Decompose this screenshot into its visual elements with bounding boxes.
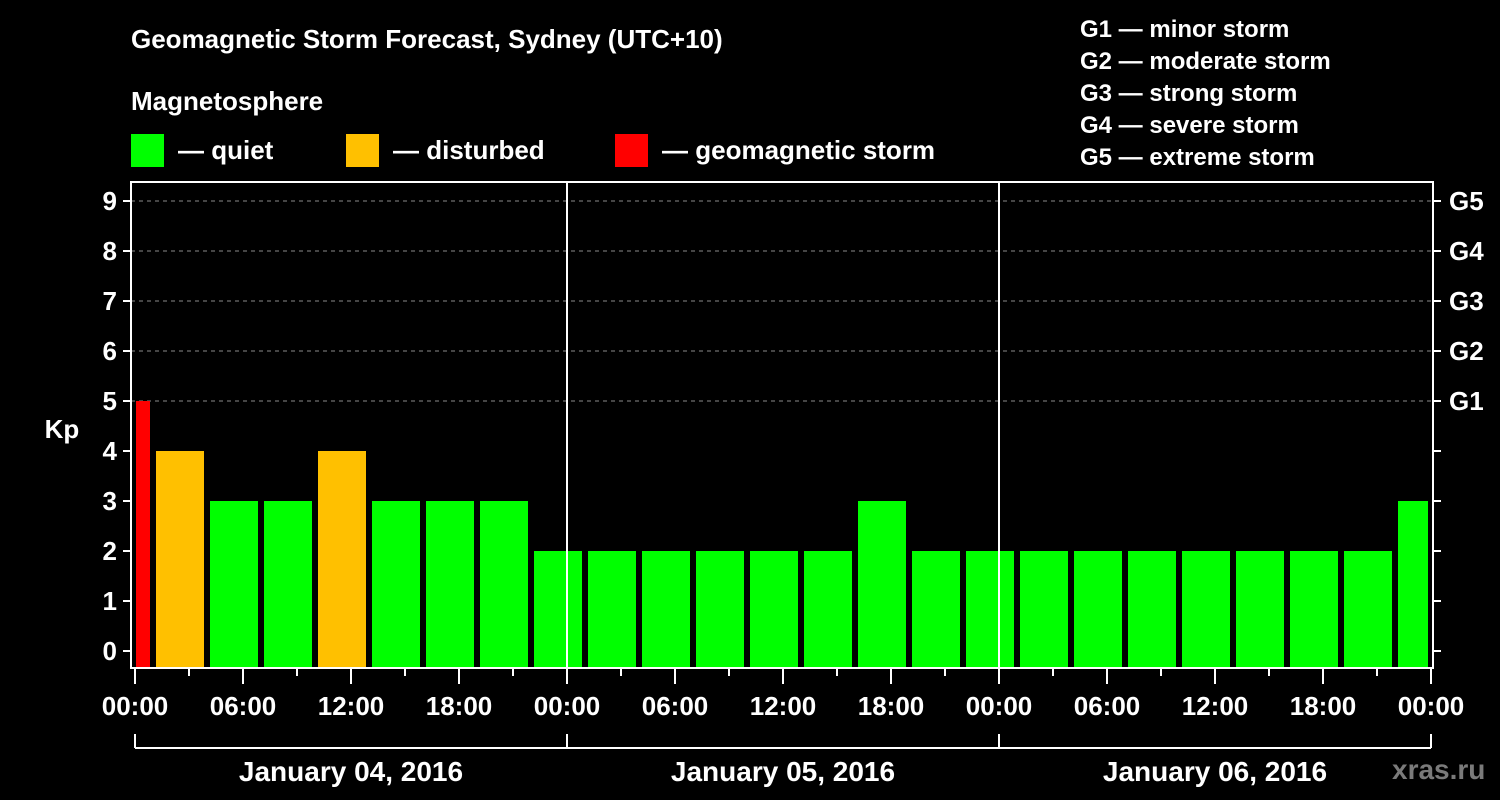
kp-bar-quiet <box>1074 551 1122 668</box>
x-tick-label: 18:00 <box>426 691 493 721</box>
kp-bar-quiet <box>1020 551 1068 668</box>
x-tick-label: 06:00 <box>210 691 277 721</box>
kp-bar-storm <box>136 401 150 668</box>
kp-bar-disturbed <box>318 451 366 668</box>
x-tick-label: 18:00 <box>858 691 925 721</box>
kp-bar-quiet <box>264 501 312 668</box>
kp-bar-quiet <box>804 551 852 668</box>
x-tick-label: 12:00 <box>318 691 385 721</box>
x-tick-label: 12:00 <box>1182 691 1249 721</box>
kp-bar-quiet <box>1182 551 1230 668</box>
kp-bar-quiet <box>1290 551 1338 668</box>
x-tick-label: 00:00 <box>534 691 601 721</box>
x-tick-label: 00:00 <box>102 691 169 721</box>
g-scale-g5: G5 — extreme storm <box>1080 144 1315 171</box>
x-tick-label: 12:00 <box>750 691 817 721</box>
g-axis-label: G2 <box>1449 336 1484 366</box>
g-axis-label: G1 <box>1449 386 1484 416</box>
kp-bar-quiet <box>1236 551 1284 668</box>
legend-swatch-quiet <box>131 134 164 167</box>
legend-swatch-disturbed <box>346 134 379 167</box>
y-tick-label: 1 <box>103 586 117 616</box>
y-tick-label: 5 <box>103 386 117 416</box>
kp-bar-quiet <box>858 501 906 668</box>
g-scale-g1: G1 — minor storm <box>1080 16 1290 43</box>
y-axis-label: Kp <box>45 414 80 444</box>
kp-bar-quiet <box>966 551 1014 668</box>
y-tick-label: 0 <box>103 636 117 666</box>
legend-label-quiet: — quiet <box>178 135 274 165</box>
legend-item-disturbed: — disturbed <box>346 134 545 167</box>
y-tick-label: 9 <box>103 186 117 216</box>
day-label: January 06, 2016 <box>1103 756 1327 787</box>
x-tick-label: 00:00 <box>966 691 1033 721</box>
legend-label-disturbed: — disturbed <box>393 135 545 165</box>
kp-bar-quiet <box>696 551 744 668</box>
x-tick-label: 06:00 <box>642 691 709 721</box>
kp-bar-quiet <box>1398 501 1428 668</box>
day-label: January 05, 2016 <box>671 756 895 787</box>
legend-item-quiet: — quiet <box>131 134 273 167</box>
kp-bar-quiet <box>210 501 258 668</box>
g-scale-g3: G3 — strong storm <box>1080 80 1298 107</box>
kp-bar-quiet <box>534 551 582 668</box>
y-tick-label: 3 <box>103 486 117 516</box>
g-axis-label: G4 <box>1449 236 1484 266</box>
g-axis-label: G3 <box>1449 286 1484 316</box>
y-tick-label: 2 <box>103 536 117 566</box>
y-tick-label: 8 <box>103 236 117 266</box>
x-tick-label: 18:00 <box>1290 691 1357 721</box>
day-label: January 04, 2016 <box>239 756 463 787</box>
x-tick-label: 00:00 <box>1398 691 1465 721</box>
chart-title: Geomagnetic Storm Forecast, Sydney (UTC+… <box>131 24 723 54</box>
kp-bar-disturbed <box>156 451 204 668</box>
legend-item-storm: — geomagnetic storm <box>615 134 935 167</box>
kp-bar-quiet <box>750 551 798 668</box>
kp-bar-quiet <box>1344 551 1392 668</box>
y-tick-label: 6 <box>103 336 117 366</box>
chart-subtitle: Magnetosphere <box>131 86 324 116</box>
kp-bar-quiet <box>642 551 690 668</box>
kp-bar-quiet <box>1128 551 1176 668</box>
kp-bar-quiet <box>588 551 636 668</box>
kp-bar-quiet <box>426 501 474 668</box>
x-tick-label: 06:00 <box>1074 691 1141 721</box>
g-scale-g2: G2 — moderate storm <box>1080 48 1331 75</box>
kp-bar-quiet <box>912 551 960 668</box>
g-scale-g4: G4 — severe storm <box>1080 112 1299 139</box>
kp-bar-quiet <box>372 501 420 668</box>
g-axis-label: G5 <box>1449 186 1484 216</box>
legend-swatch-storm <box>615 134 648 167</box>
y-tick-label: 4 <box>103 436 118 466</box>
y-tick-label: 7 <box>103 286 117 316</box>
legend-label-storm: — geomagnetic storm <box>662 135 936 165</box>
watermark: xras.ru <box>1392 754 1486 785</box>
kp-bar-quiet <box>480 501 528 668</box>
